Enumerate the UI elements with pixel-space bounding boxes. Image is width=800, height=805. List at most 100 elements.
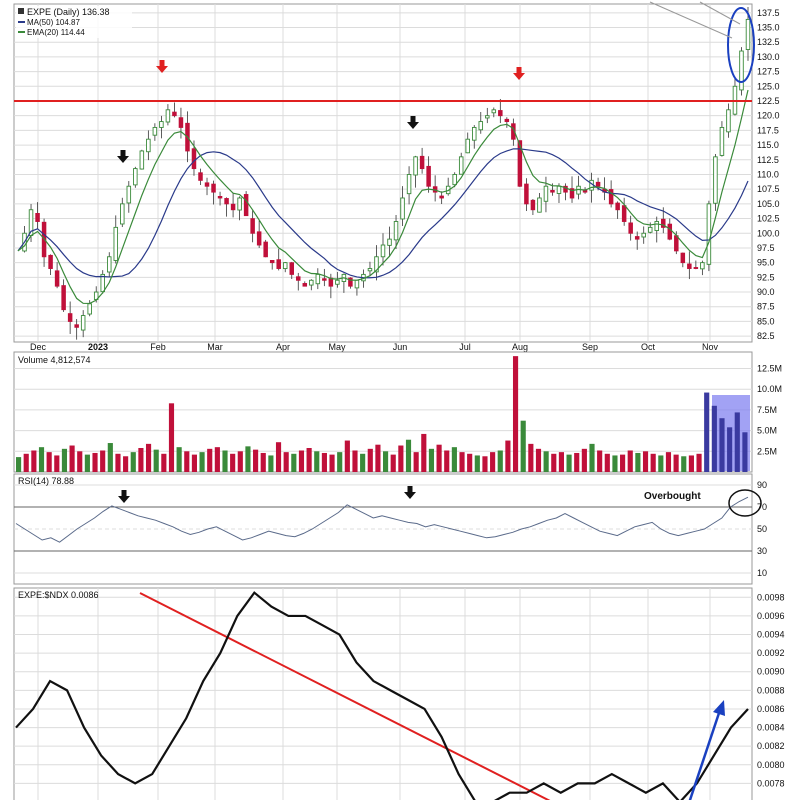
candle-body	[739, 50, 744, 91]
candle-body	[282, 262, 288, 270]
ratio-y-tick: 0.0078	[757, 778, 785, 788]
candle-body	[393, 221, 399, 241]
volume-bar	[360, 453, 366, 472]
rsi-grid	[14, 484, 752, 574]
candle-body	[230, 203, 236, 211]
volume-bar	[31, 450, 37, 472]
volume-bar	[428, 448, 435, 472]
volume-bar	[719, 418, 725, 472]
volume-bar	[61, 448, 68, 472]
black-arrow-stem	[120, 150, 126, 156]
price-y-tick: 110.0	[757, 169, 779, 179]
price-x-tick: May	[328, 342, 346, 352]
candle-body	[159, 121, 164, 128]
volume-bar	[383, 451, 389, 472]
candle-body	[367, 268, 373, 272]
candle-body	[530, 199, 536, 211]
candle-body	[419, 155, 425, 170]
legend-ema20: EMA(20) 114.44	[27, 28, 85, 37]
rsi-black-arrow-stem	[407, 486, 413, 492]
rsi-black-arrow	[404, 492, 416, 499]
volume-bar	[543, 451, 549, 472]
ratio-y-tick: 0.0080	[757, 760, 785, 770]
legend-title: EXPE (Daily) 136.38	[27, 7, 110, 17]
volume-bar	[505, 440, 511, 472]
volume-bar	[635, 452, 641, 472]
volume-bar	[421, 433, 427, 472]
volume-bar	[291, 453, 297, 472]
price-frame	[13, 3, 753, 343]
rsi-black-arrow	[118, 496, 130, 503]
volume-bar	[451, 447, 457, 472]
volume-grid	[14, 368, 752, 452]
candle-body	[563, 185, 568, 193]
volume-bar	[145, 443, 152, 472]
candle-body	[335, 279, 340, 285]
ratio-trendline	[139, 592, 561, 805]
volume-bar	[474, 455, 480, 472]
ma50-line	[17, 148, 749, 279]
volume-bar	[191, 454, 197, 472]
price-x-tick: Nov	[702, 342, 719, 352]
volume-bar	[306, 448, 312, 472]
rsi-y-axis: 90 70 50 30 10	[757, 480, 767, 578]
candle-body	[296, 276, 301, 281]
candle-body	[537, 197, 542, 213]
ratio-grid	[14, 588, 752, 802]
volume-bar	[581, 448, 587, 472]
candle-body	[152, 126, 158, 136]
rsi-y-tick: 50	[757, 524, 767, 534]
price-x-tick: Mar	[207, 342, 223, 352]
legend-marker-price	[18, 8, 24, 14]
volume-bar	[490, 452, 496, 472]
rsi-y-tick: 90	[757, 480, 767, 490]
volume-bar	[558, 452, 564, 472]
volume-y-tick: 12.5M	[757, 364, 782, 374]
price-y-tick: 95.0	[757, 258, 775, 268]
volume-bar	[405, 439, 412, 472]
price-x-tick: Sep	[582, 342, 598, 352]
rsi-y-tick: 70	[757, 502, 767, 512]
volume-bar	[704, 392, 710, 472]
candle-body	[628, 222, 633, 234]
volume-bar	[520, 420, 526, 472]
candle-body	[315, 273, 321, 285]
volume-bar	[688, 455, 694, 472]
candle-body	[276, 259, 281, 269]
volume-bar	[123, 456, 129, 472]
candle-body	[458, 156, 464, 175]
price-y-tick: 120.0	[757, 111, 780, 121]
candle-body	[100, 273, 105, 293]
price-y-tick: 132.5	[757, 37, 780, 47]
ratio-y-tick: 0.0098	[757, 592, 785, 602]
volume-bar	[214, 447, 220, 472]
candle-body	[452, 174, 457, 186]
ratio-y-tick: 0.0090	[757, 667, 785, 677]
rsi-y-tick: 10	[757, 568, 767, 578]
volume-bar	[100, 450, 106, 472]
price-y-tick: 82.5	[757, 331, 775, 341]
candle-body	[498, 110, 503, 117]
callout-leader-a	[649, 1, 733, 39]
candle-body	[178, 117, 184, 128]
volume-bar	[467, 453, 473, 472]
volume-bar	[260, 452, 266, 472]
volume-bar	[23, 453, 29, 472]
volume-bar	[604, 453, 610, 472]
candle-body	[204, 182, 210, 187]
price-x-tick: Feb	[150, 342, 166, 352]
volume-bar	[321, 452, 327, 472]
red-arrow-stem	[516, 67, 522, 73]
candle-body	[322, 278, 327, 281]
candle-body	[439, 195, 444, 199]
price-y-tick: 115.0	[757, 140, 779, 150]
volume-bar	[574, 452, 580, 472]
price-x-tick: Apr	[276, 342, 290, 352]
volume-bar	[184, 451, 190, 472]
volume-bar	[344, 440, 350, 472]
ratio-y-tick: 0.0092	[757, 648, 785, 658]
volume-bar	[283, 452, 289, 472]
red-arrow-stem	[159, 60, 165, 66]
candle-body	[524, 183, 529, 205]
